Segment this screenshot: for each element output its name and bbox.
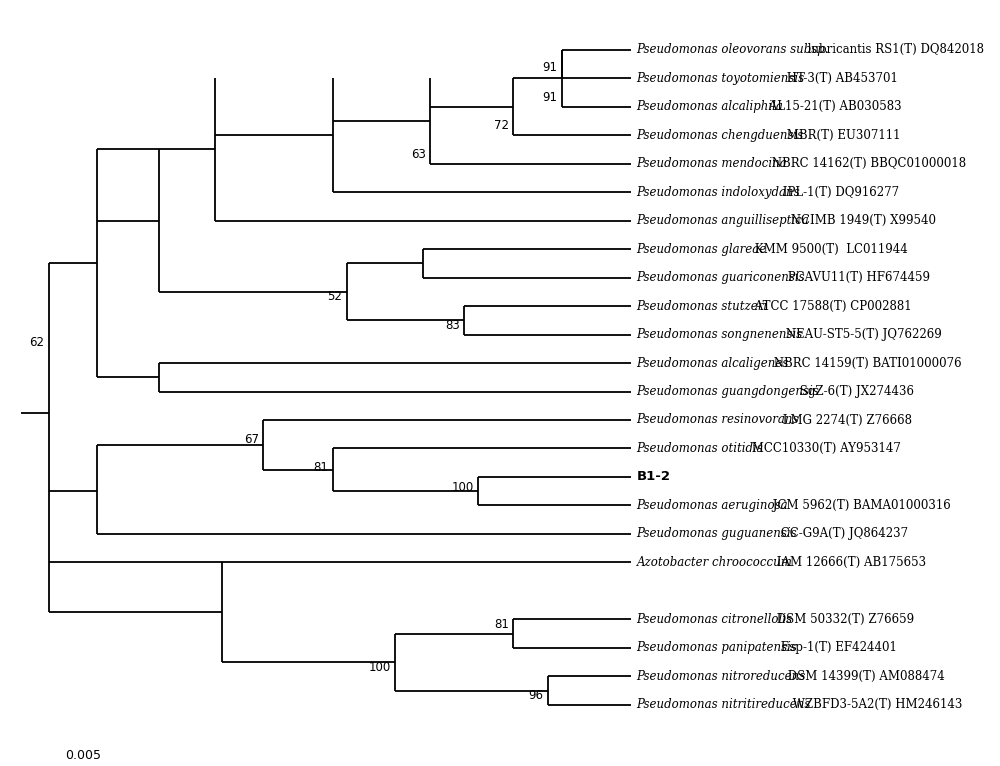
Text: Pseudomonas songnenensis: Pseudomonas songnenensis xyxy=(636,328,803,341)
Text: Pseudomonas nitritireducens: Pseudomonas nitritireducens xyxy=(636,699,811,712)
Text: DSM 14399(T) AM088474: DSM 14399(T) AM088474 xyxy=(784,669,945,683)
Text: CC-G9A(T) JQ864237: CC-G9A(T) JQ864237 xyxy=(777,528,908,541)
Text: HT-3(T) AB453701: HT-3(T) AB453701 xyxy=(783,72,898,85)
Text: IPL-1(T) DQ916277: IPL-1(T) DQ916277 xyxy=(779,185,900,198)
Text: Pseudomonas otitidis: Pseudomonas otitidis xyxy=(636,442,763,455)
Text: Pseudomonas stutzeri: Pseudomonas stutzeri xyxy=(636,300,768,313)
Text: 81: 81 xyxy=(494,618,509,630)
Text: AL15-21(T) AB030583: AL15-21(T) AB030583 xyxy=(765,100,902,113)
Text: Pseudomonas mendocina: Pseudomonas mendocina xyxy=(636,157,787,170)
Text: Pseudomonas alcaligenes: Pseudomonas alcaligenes xyxy=(636,356,789,369)
Text: Esp-1(T) EF424401: Esp-1(T) EF424401 xyxy=(777,641,897,654)
Text: DSM 50332(T) Z76659: DSM 50332(T) Z76659 xyxy=(773,613,914,626)
Text: Pseudomonas anguilliseptica: Pseudomonas anguilliseptica xyxy=(636,214,809,227)
Text: 96: 96 xyxy=(529,689,544,702)
Text: 63: 63 xyxy=(411,148,426,161)
Text: JCM 5962(T) BAMA01000316: JCM 5962(T) BAMA01000316 xyxy=(769,499,951,512)
Text: 62: 62 xyxy=(29,336,44,349)
Text: 81: 81 xyxy=(314,461,329,474)
Text: Pseudomonas resinovorans: Pseudomonas resinovorans xyxy=(636,414,799,427)
Text: NCIMB 1949(T) X99540: NCIMB 1949(T) X99540 xyxy=(787,214,936,227)
Text: Pseudomonas nitroreducens: Pseudomonas nitroreducens xyxy=(636,669,806,683)
Text: Azotobacter chroococcum: Azotobacter chroococcum xyxy=(636,556,792,569)
Text: 91: 91 xyxy=(542,91,557,104)
Text: LMG 2274(T) Z76668: LMG 2274(T) Z76668 xyxy=(779,414,912,427)
Text: MCC10330(T) AY953147: MCC10330(T) AY953147 xyxy=(748,442,900,455)
Text: ATCC 17588(T) CP002881: ATCC 17588(T) CP002881 xyxy=(751,300,912,313)
Text: SgZ-6(T) JX274436: SgZ-6(T) JX274436 xyxy=(796,385,914,398)
Text: 83: 83 xyxy=(446,319,460,332)
Text: Pseudomonas guangdongensis: Pseudomonas guangdongensis xyxy=(636,385,819,398)
Text: Pseudomonas glareae: Pseudomonas glareae xyxy=(636,243,767,256)
Text: Pseudomonas toyotomiensis: Pseudomonas toyotomiensis xyxy=(636,72,805,85)
Text: WZBFD3-5A2(T) HM246143: WZBFD3-5A2(T) HM246143 xyxy=(789,699,962,712)
Text: 91: 91 xyxy=(542,61,557,74)
Text: 67: 67 xyxy=(244,433,259,446)
Text: Pseudomonas panipatensis: Pseudomonas panipatensis xyxy=(636,641,797,654)
Text: 100: 100 xyxy=(369,660,391,673)
Text: NBRC 14162(T) BBQC01000018: NBRC 14162(T) BBQC01000018 xyxy=(768,157,966,170)
Text: NBRC 14159(T) BATI01000076: NBRC 14159(T) BATI01000076 xyxy=(770,356,961,369)
Text: Pseudomonas guariconensis: Pseudomonas guariconensis xyxy=(636,271,805,284)
Text: Pseudomonas citronellolis: Pseudomonas citronellolis xyxy=(636,613,792,626)
Text: NEAU-ST5-5(T) JQ762269: NEAU-ST5-5(T) JQ762269 xyxy=(782,328,942,341)
Text: Pseudomonas chengduensis: Pseudomonas chengduensis xyxy=(636,129,804,142)
Text: 52: 52 xyxy=(328,290,342,303)
Text: 100: 100 xyxy=(452,481,474,494)
Text: Pseudomonas alcaliphila: Pseudomonas alcaliphila xyxy=(636,100,783,113)
Text: Pseudomonas aeruginosa: Pseudomonas aeruginosa xyxy=(636,499,788,512)
Text: 72: 72 xyxy=(494,119,509,133)
Text: lubricantis RS1(T) DQ842018: lubricantis RS1(T) DQ842018 xyxy=(804,43,984,56)
Text: IAM 12666(T) AB175653: IAM 12666(T) AB175653 xyxy=(773,556,926,569)
Text: Pseudomonas guguanensis: Pseudomonas guguanensis xyxy=(636,528,797,541)
Text: B1-2: B1-2 xyxy=(636,470,670,483)
Text: 0.005: 0.005 xyxy=(65,749,101,762)
Text: MBR(T) EU307111: MBR(T) EU307111 xyxy=(783,129,900,142)
Text: Pseudomonas oleovorans subsp.: Pseudomonas oleovorans subsp. xyxy=(636,43,829,56)
Text: KMM 9500(T)  LC011944: KMM 9500(T) LC011944 xyxy=(751,243,907,256)
Text: PCAVU11(T) HF674459: PCAVU11(T) HF674459 xyxy=(784,271,930,284)
Text: Pseudomonas indoloxydans: Pseudomonas indoloxydans xyxy=(636,185,800,198)
